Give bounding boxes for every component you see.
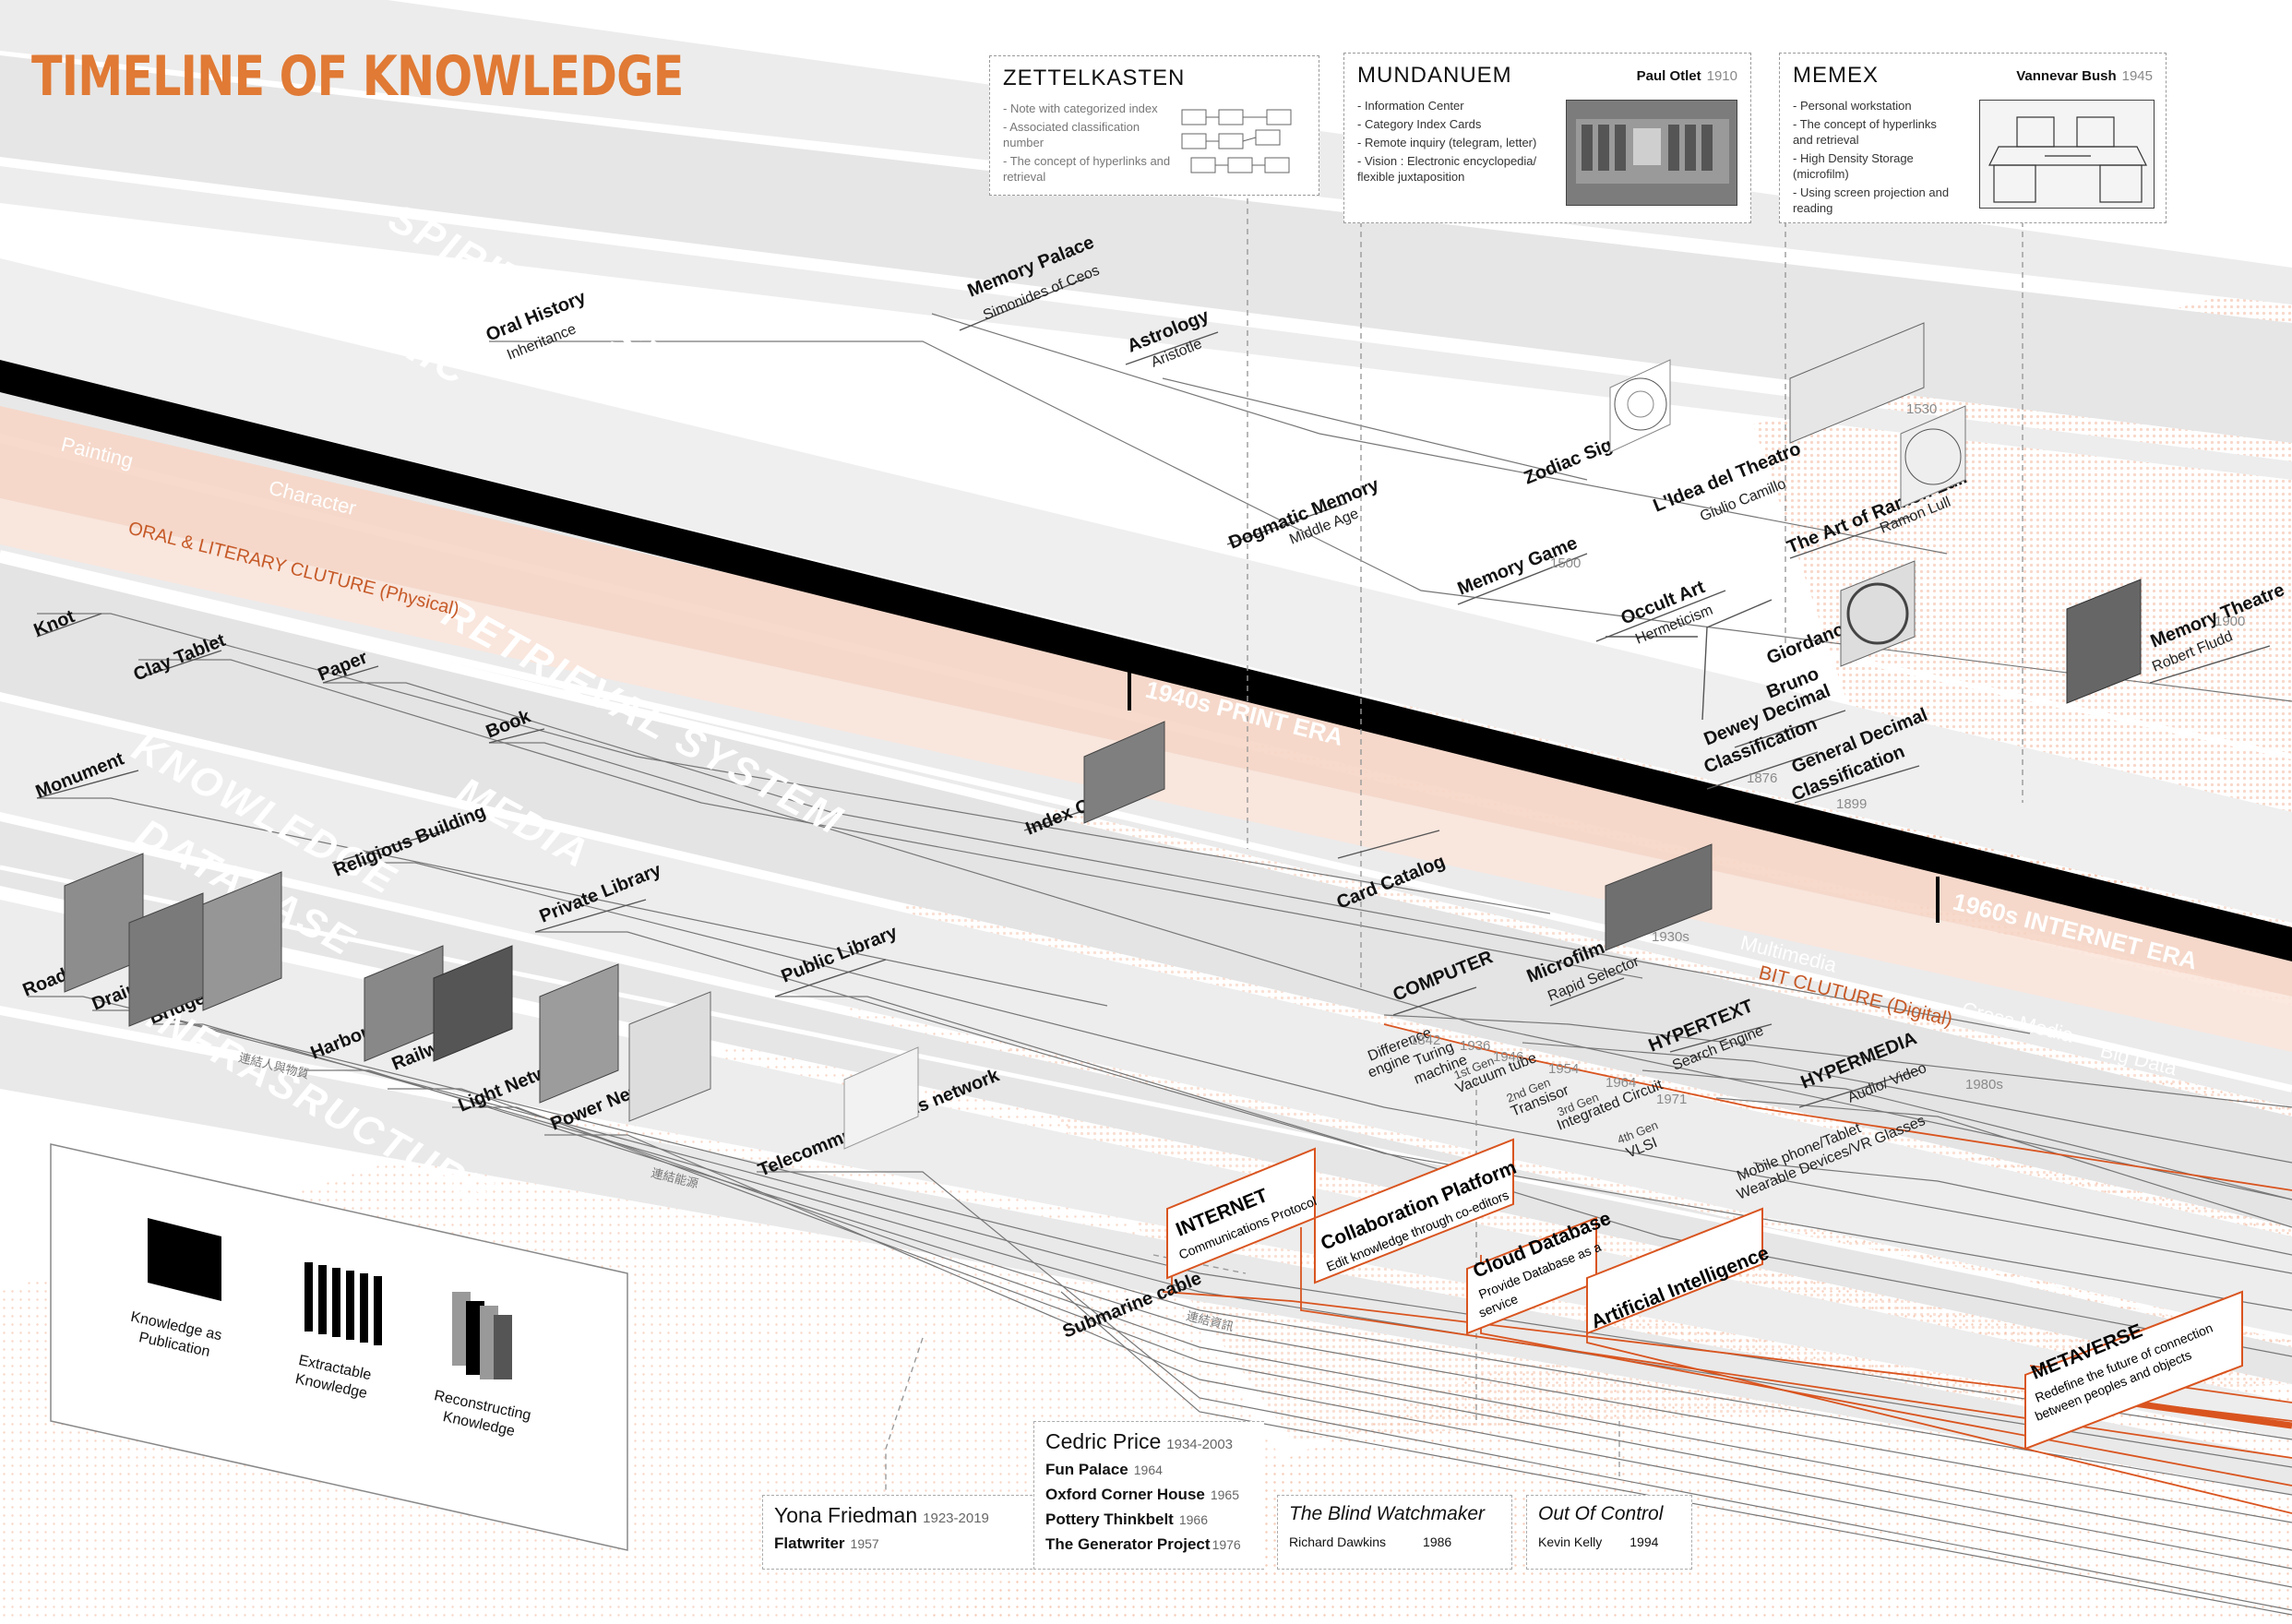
control-year: 1994 [1629, 1534, 1659, 1549]
mundanuem-title: MUNDANUEM [1357, 63, 1512, 88]
year-gen2: 1954 [1548, 1061, 1579, 1077]
zettelkasten-point: - Note with categorized index [1003, 102, 1158, 115]
memex-illustration [1979, 100, 2155, 209]
yona-name: Yona Friedman [774, 1503, 918, 1527]
year-general: 1899 [1836, 796, 1867, 812]
cedric-work-row: Fun Palace 1964 [1045, 1461, 1253, 1479]
cedric-name-row: Cedric Price 1934-2003 [1045, 1429, 1253, 1454]
orange-band [0, 406, 2292, 997]
mundanuem-photo [1566, 100, 1737, 206]
year-microfilm: 1930s [1652, 929, 1689, 945]
card-blind-watchmaker: The Blind Watchmaker Richard Dawkins 1986 [1277, 1495, 1512, 1570]
blind-title: The Blind Watchmaker [1289, 1503, 1486, 1524]
memex-point: - High Density Storage (microfilm) [1793, 151, 1914, 181]
blind-author: Richard Dawkins [1289, 1534, 1387, 1549]
card-yona-friedman: Yona Friedman 1923-2019 Flatwriter 1957 [762, 1495, 1037, 1570]
cedric-work-year: 1976 [1212, 1537, 1241, 1552]
year-memory-game: 1500 [1550, 555, 1581, 571]
memex-person: Vannevar Bush 1945 [2016, 68, 2153, 84]
year-dewey: 1876 [1747, 770, 1777, 786]
cedric-work-row: Pottery Thinkbelt 1966 [1045, 1511, 1253, 1529]
zettelkasten-title: ZETTELKASTEN [1003, 66, 1186, 90]
mundanuem-point: - Category Index Cards [1357, 117, 1482, 131]
zettelkasten-diagram [1178, 101, 1307, 184]
yona-years: 1923-2019 [923, 1511, 989, 1526]
cedric-work: Oxford Corner House [1045, 1486, 1205, 1503]
year-gen3: 1964 [1606, 1075, 1636, 1091]
zettelkasten-box: ZETTELKASTEN - Note with categorized ind… [989, 55, 1319, 196]
memex-person-name: Vannevar Bush [2016, 68, 2117, 84]
cedric-work: Pottery Thinkbelt [1045, 1511, 1174, 1528]
memex-title: MEMEX [1793, 63, 1880, 88]
year-hypermedia: 1980s [1965, 1077, 2003, 1093]
year-gen4: 1971 [1656, 1092, 1687, 1107]
mundanuem-point: - Vision : Electronic encyclopedia/ flex… [1357, 154, 1537, 184]
yona-work-year: 1957 [850, 1536, 879, 1551]
year-gen1: 1946 [1493, 1049, 1523, 1065]
memex-point: - Personal workstation [1793, 99, 1912, 113]
card-cedric-price: Cedric Price 1934-2003 Fun Palace 1964 Oxf… [1033, 1421, 1264, 1570]
zettelkasten-point: - Associated classification number [1003, 120, 1140, 149]
page-title: TIMELINE OF KNOWLEDGE [31, 44, 684, 109]
photo-thumbnails [64, 322, 2142, 1150]
memex-point: - Using screen projection and reading [1793, 185, 1950, 215]
mundanuem-person-name: Paul Otlet [1636, 68, 1701, 84]
zettelkasten-points: - Note with categorized index - Associat… [1003, 101, 1174, 185]
yona-work: Flatwriter [774, 1534, 845, 1552]
cedric-work-year: 1966 [1178, 1512, 1209, 1527]
timeline-lines [28, 313, 2292, 1616]
cedric-work-row: Oxford Corner House 1965 [1045, 1486, 1253, 1504]
cedric-work-year: 1965 [1210, 1487, 1240, 1502]
memex-year: 1945 [2121, 68, 2153, 84]
memex-point: - The concept of hyperlinks and retrieva… [1793, 117, 1937, 147]
memex-points: - Personal workstation - The concept of … [1793, 98, 1959, 216]
control-title: Out Of Control [1538, 1503, 1664, 1524]
legend: Knowledge as Publication Extractable Kno… [50, 1143, 628, 1551]
mundanuem-box: MUNDANUEM Paul Otlet 1910 - Information C… [1343, 53, 1751, 223]
year-memory-theatre: 1900 [2214, 614, 2245, 629]
yona-work-row: Flatwriter 1957 [774, 1534, 1025, 1553]
card-out-of-control: Out Of Control Kevin Kelly 1994 [1526, 1495, 1692, 1570]
cedric-work-row: The Generator Project 1976 [1045, 1535, 1253, 1554]
year-turing: 1936 [1460, 1038, 1490, 1054]
cedric-work: Fun Palace [1045, 1461, 1128, 1478]
year-theatro: 1530 [1906, 401, 1937, 417]
era-bar [0, 360, 2292, 961]
year-difference: 1842 [1410, 1033, 1440, 1048]
cedric-work: The Generator Project [1045, 1535, 1211, 1553]
cedric-name: Cedric Price [1045, 1429, 1162, 1453]
control-author: Kevin Kelly [1538, 1534, 1603, 1549]
cedric-work-year: 1964 [1133, 1463, 1163, 1477]
yona-name-row: Yona Friedman 1923-2019 [774, 1503, 1025, 1528]
mundanuem-person: Paul Otlet 1910 [1637, 68, 1737, 84]
mundanuem-points: - Information Center - Category Index Ca… [1357, 98, 1542, 185]
blind-author-row: Richard Dawkins 1986 [1289, 1534, 1500, 1549]
zettelkasten-point: - The concept of hyperlinks and retrieva… [1003, 154, 1171, 184]
mundanuem-point: - Information Center [1357, 99, 1464, 113]
mundanuem-point: - Remote inquiry (telegram, letter) [1357, 136, 1537, 149]
mundanuem-year: 1910 [1706, 68, 1737, 84]
cedric-years: 1934-2003 [1166, 1437, 1233, 1452]
blind-year: 1986 [1423, 1534, 1452, 1549]
control-author-row: Kevin Kelly 1994 [1538, 1534, 1680, 1549]
memex-box: MEMEX Vannevar Bush 1945 - Personal works… [1779, 53, 2167, 223]
